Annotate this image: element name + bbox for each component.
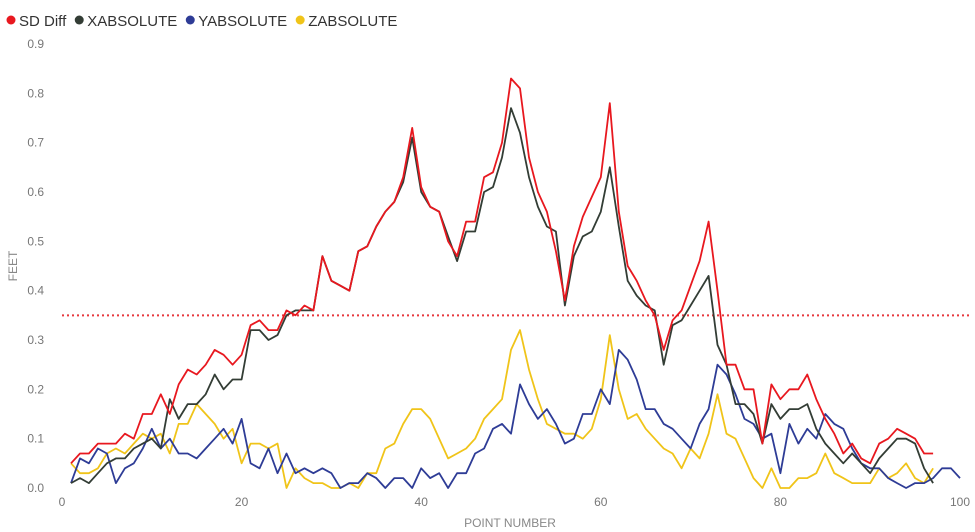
series-group [70, 77, 961, 489]
x-tick-label: 0 [59, 495, 66, 509]
y-tick-label: 0.0 [27, 481, 44, 495]
y-tick-label: 0.2 [27, 382, 44, 396]
legend-label: ZABSOLUTE [308, 13, 397, 30]
series-line-xabsolute [70, 107, 934, 485]
legend-label: YABSOLUTE [198, 13, 287, 30]
y-tick-label: 0.5 [27, 234, 44, 248]
y-axis-label: FEET [6, 250, 20, 281]
x-tick-label: 60 [594, 495, 608, 509]
legend-marker-yabsolute [185, 15, 195, 25]
y-axis-label-group: FEET [6, 250, 20, 281]
x-axis-ticks: 0 20 40 60 80 100 [59, 495, 971, 509]
series-line-sd-diff [70, 77, 934, 465]
x-tick-label: 100 [950, 495, 970, 509]
legend-label: SD Diff [19, 13, 67, 30]
legend-marker-sd-diff [6, 15, 16, 25]
y-tick-label: 0.1 [27, 432, 44, 446]
y-tick-label: 0.4 [27, 284, 44, 298]
series-line-zabsolute [70, 329, 934, 489]
x-tick-label: 80 [774, 495, 788, 509]
legend-label: XABSOLUTE [87, 13, 177, 30]
y-axis-ticks: 0.0 0.1 0.2 0.3 0.4 0.5 0.6 0.7 0.8 0.9 [27, 37, 44, 495]
x-tick-label: 40 [415, 495, 429, 509]
y-tick-label: 0.6 [27, 185, 44, 199]
y-tick-label: 0.8 [27, 86, 44, 100]
y-tick-label: 0.3 [27, 333, 44, 347]
series-line-yabsolute [70, 348, 961, 489]
legend-marker-xabsolute [74, 15, 84, 25]
y-tick-label: 0.9 [27, 37, 44, 51]
x-tick-label: 20 [235, 495, 249, 509]
legend: SD Diff XABSOLUTE YABSOLUTE ZABSOLUTE [6, 13, 397, 30]
x-axis-label: POINT NUMBER [464, 516, 556, 530]
legend-marker-zabsolute [295, 15, 305, 25]
y-tick-label: 0.7 [27, 136, 44, 150]
